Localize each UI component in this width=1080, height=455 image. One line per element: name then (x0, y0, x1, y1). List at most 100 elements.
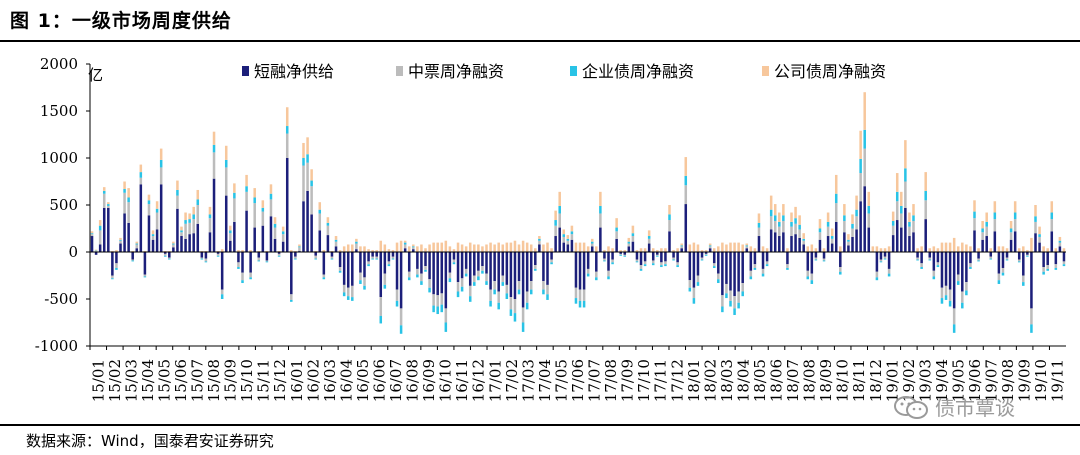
bar-segment-s2 (948, 300, 952, 307)
legend-label: 企业债周净融资 (582, 62, 694, 81)
bar-segment-s0 (627, 246, 631, 252)
bar-segment-s1 (432, 294, 435, 306)
bar-segment-s2 (355, 241, 358, 244)
bar-segment-s1 (627, 243, 631, 247)
bar-segment-s1 (131, 259, 134, 261)
bar-segment-s1 (916, 257, 919, 260)
bar-segment-s0 (318, 230, 322, 252)
legend-label: 中票周净融资 (408, 62, 504, 81)
bar-segment-s0 (900, 227, 903, 252)
bar-segment-s3 (196, 189, 200, 200)
bar-segment-s1 (782, 220, 785, 233)
bar-segment-s3 (672, 250, 675, 252)
bar-segment-s1 (631, 236, 635, 242)
bar-segment-s0 (790, 236, 793, 252)
bar-segment-s2 (1017, 261, 1021, 263)
bar-segment-s3 (387, 249, 391, 252)
bar-segment-s2 (639, 268, 643, 271)
bar-segment-s0 (806, 252, 810, 271)
x-tick-label: 17/12 (668, 359, 686, 402)
bar-segment-s3 (997, 246, 1001, 252)
bar-segment-s0 (798, 237, 801, 252)
bar-segment-s3 (176, 180, 179, 190)
bar-segment-s2 (367, 264, 370, 267)
bar-segment-s3 (1062, 248, 1066, 252)
bar-segment-s0 (590, 246, 594, 252)
bar-segment-s0 (757, 236, 761, 252)
bar-segment-s2 (863, 129, 866, 149)
bar-segment-s1 (363, 277, 366, 286)
bar-segment-s1 (607, 270, 610, 277)
bar-segment-s0 (208, 232, 212, 252)
bar-segment-s3 (412, 244, 415, 247)
plot-area (90, 92, 1066, 334)
bar-segment-s3 (834, 174, 838, 194)
bar-segment-s3 (656, 250, 659, 252)
bar-segment-s1 (481, 266, 484, 271)
x-axis: 15/0115/0215/0315/0415/0515/0615/0715/08… (89, 251, 1067, 402)
bar-segment-s0 (810, 252, 814, 274)
bar-segment-s1 (1062, 261, 1066, 265)
bar-segment-s3 (566, 235, 570, 239)
bar-segment-s2 (310, 180, 313, 187)
bar-segment-s1 (814, 257, 818, 260)
bar-segment-s0 (599, 227, 602, 252)
y-tick-label: 2000 (40, 55, 78, 73)
bar-segment-s0 (1017, 252, 1021, 260)
bar-segment-s0 (961, 252, 964, 292)
bar-segment-s3 (745, 243, 749, 246)
bar-segment-s3 (806, 246, 810, 252)
bar-segment-s2 (843, 215, 846, 221)
bar-segment-s2 (139, 172, 143, 178)
bar-segment-s2 (220, 294, 224, 299)
x-tick-label: 16/09 (420, 359, 438, 402)
bar-segment-s1 (611, 259, 614, 263)
bar-segment-s1 (692, 287, 696, 299)
bar-segment-s3 (586, 246, 590, 252)
bar-segment-s0 (965, 252, 968, 283)
bar-segment-s1 (403, 244, 407, 249)
watermark: 债市覃谈 (893, 392, 1015, 421)
bar-segment-s3 (1026, 250, 1029, 252)
bar-segment-s2 (485, 281, 488, 285)
legend-swatch (762, 66, 769, 76)
bar-segment-s1 (847, 241, 850, 246)
bar-segment-s0 (330, 252, 334, 257)
bar-segment-s0 (94, 252, 98, 255)
bar-segment-s1 (1030, 308, 1033, 325)
bar-segment-s2 (936, 265, 940, 268)
bar-segment-s0 (814, 252, 818, 258)
bar-segment-s3 (554, 210, 557, 221)
bar-segment-s2 (765, 264, 769, 267)
bar-segment-s3 (708, 243, 712, 246)
bar-segment-s2 (798, 224, 801, 230)
bar-segment-s1 (111, 275, 114, 279)
bar-segment-s1 (989, 256, 993, 259)
bar-segment-s3 (334, 236, 338, 240)
bar-segment-s0 (826, 236, 830, 252)
bar-segment-s3 (220, 249, 224, 252)
bar-segment-s1 (761, 268, 765, 274)
bar-segment-s1 (517, 281, 521, 290)
bar-segment-s0 (712, 252, 716, 264)
bar-segment-s2 (834, 193, 838, 204)
bar-segment-s0 (310, 214, 313, 252)
bar-segment-s1 (424, 266, 427, 270)
bar-segment-s0 (769, 229, 773, 252)
bar-segment-s1 (859, 173, 862, 202)
bar-segment-s3 (676, 248, 679, 252)
bar-segment-s1 (306, 162, 309, 191)
bar-segment-s1 (891, 225, 895, 236)
bar-segment-s3 (326, 217, 330, 223)
x-tick-label: 15/05 (155, 359, 173, 402)
bar-segment-s1 (546, 284, 549, 295)
bar-segment-s1 (151, 236, 155, 240)
bar-segment-s0 (241, 252, 244, 273)
bar-segment-s0 (102, 207, 106, 252)
bar-segment-s0 (163, 252, 167, 254)
bar-segment-s1 (790, 226, 793, 237)
bar-segment-s3 (351, 244, 354, 252)
bar-segment-s2 (745, 245, 749, 247)
bar-segment-s1 (196, 205, 200, 224)
bar-segment-s3 (733, 242, 736, 252)
